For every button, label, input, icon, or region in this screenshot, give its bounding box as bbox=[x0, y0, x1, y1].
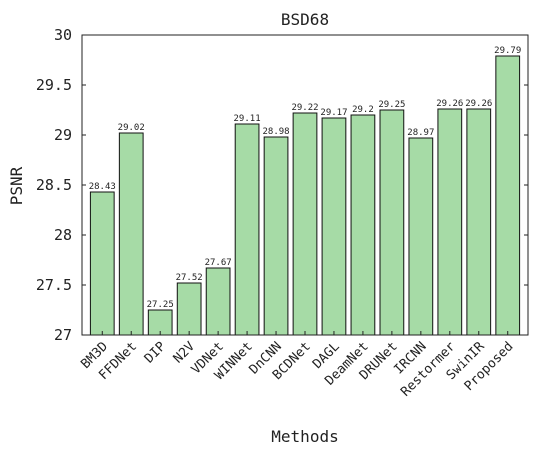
data-label: 29.25 bbox=[378, 100, 405, 110]
bar-bm3d bbox=[89, 191, 115, 336]
data-label: 27.67 bbox=[205, 258, 232, 268]
bar-dagl bbox=[321, 117, 347, 336]
y-tick-label: 27 bbox=[54, 326, 72, 344]
bar-restormer bbox=[437, 108, 463, 336]
bar-proposed bbox=[495, 55, 521, 336]
plot-frame bbox=[81, 34, 529, 336]
data-label: 28.97 bbox=[407, 128, 434, 138]
y-tick-label: 27.5 bbox=[36, 276, 72, 294]
data-label: 27.52 bbox=[176, 273, 203, 283]
y-tick-label: 30 bbox=[54, 26, 72, 44]
y-axis-label: PSNR bbox=[7, 166, 26, 205]
bar-swinir bbox=[466, 108, 492, 336]
data-label: 29.11 bbox=[234, 114, 261, 124]
bar-winnet bbox=[234, 123, 260, 336]
y-tick-label: 29 bbox=[54, 126, 72, 144]
data-label: 27.25 bbox=[147, 300, 174, 310]
y-tick-label: 29.5 bbox=[36, 76, 72, 94]
data-label: 29.17 bbox=[320, 108, 347, 118]
y-tick-label: 28 bbox=[54, 226, 72, 244]
x-tick-label: DIP bbox=[142, 339, 169, 366]
data-label: 29.02 bbox=[118, 123, 145, 133]
y-ticks-group: 27 27.5 28 28.5 29 29.5 30 bbox=[36, 26, 528, 344]
chart-title: BSD68 bbox=[281, 10, 329, 29]
data-label: 28.98 bbox=[262, 127, 289, 137]
data-label: 29.26 bbox=[436, 99, 463, 109]
bar-vdnet bbox=[205, 267, 231, 336]
y-tick-label: 28.5 bbox=[36, 176, 72, 194]
bars-group: 28.4329.0227.2527.5227.6729.1128.9829.22… bbox=[89, 46, 521, 336]
bar-ircnn bbox=[408, 137, 434, 336]
data-label: 29.2 bbox=[352, 105, 374, 115]
bar-drunet bbox=[379, 109, 405, 336]
data-label: 28.43 bbox=[89, 182, 116, 192]
data-label: 29.79 bbox=[494, 46, 521, 56]
bar-deamnet bbox=[350, 114, 376, 336]
data-label: 29.22 bbox=[291, 103, 318, 113]
bar-ffdnet bbox=[118, 132, 144, 336]
data-label: 29.26 bbox=[465, 99, 492, 109]
x-axis-label: Methods bbox=[271, 427, 338, 446]
bar-n2v bbox=[176, 282, 202, 336]
bar-bcdnet bbox=[292, 112, 318, 336]
bar-dncnn bbox=[263, 136, 289, 336]
